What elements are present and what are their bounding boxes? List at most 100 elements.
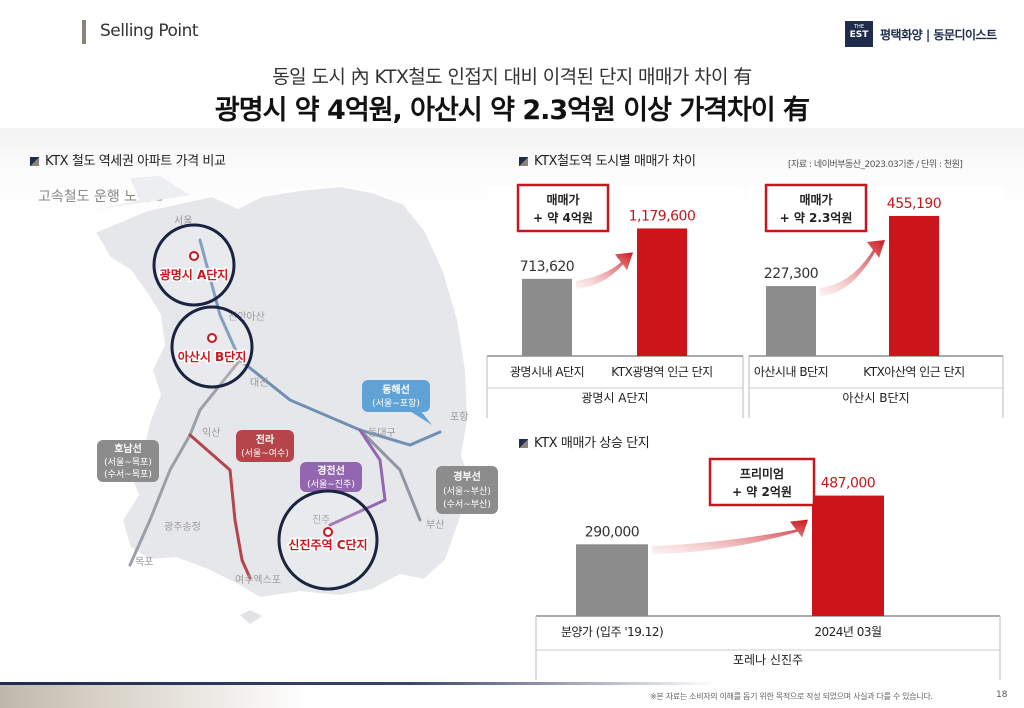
logo-big-text: EST: [849, 30, 869, 40]
page-number: 18: [996, 690, 1008, 700]
bar-ktx: [889, 215, 939, 356]
bar-value-label: 1,179,600: [629, 208, 696, 224]
city-label: 부산: [426, 519, 444, 531]
city-label: 광주송정: [164, 521, 201, 533]
callout-line1: 프리미엄: [740, 466, 784, 481]
city-labels: 서울 천안아산 대전 익산 광주송정 목포 여수엑스포 동대구 포항 부산 진주: [135, 215, 468, 586]
section-bullet-icon: [519, 439, 528, 448]
city-label: 진주: [312, 514, 330, 526]
footer-band: [0, 682, 1024, 708]
route-name: 동해선: [382, 383, 410, 396]
map-subtitle: 고속철도 운행 노선도: [38, 189, 163, 205]
route-desc: (서울~포항): [372, 398, 420, 409]
north-coast-shape: [95, 176, 190, 210]
gyeongbu-busan-route: [358, 428, 422, 522]
source-note: [자료 : 네이버부동산_2023.03기준 / 단위 : 천원]: [788, 160, 963, 170]
footer-disclaimer: ※본 자료는 소비자의 이해를 돕기 위한 목적으로 작성 되었으며 사실과 다…: [650, 692, 933, 701]
highlight-gwangmyeong: 광명시 A단지: [152, 223, 236, 307]
city-label: 여수엑스포: [235, 574, 281, 586]
rise-section-title-text: KTX 매매가 상승 단지: [534, 436, 650, 451]
group-label: 광명시 A단지: [581, 391, 648, 405]
route-desc: (서울~목포): [104, 457, 152, 468]
honam-route: [128, 358, 242, 567]
logo-small-text: THE: [854, 24, 864, 30]
category-label: KTX광명역 인근 단지: [611, 365, 712, 379]
bar-base: [522, 278, 572, 356]
map-landmass: [93, 176, 472, 624]
map-section-title-text: KTX 철도 역세권 아파트 가격 비교: [45, 154, 226, 169]
highlight-label: 광명시 A단지: [160, 267, 229, 282]
bar-value-label: 227,300: [764, 266, 818, 282]
bar-value-label: 713,620: [520, 259, 574, 275]
bar-ktx: [637, 228, 687, 356]
increase-arrow-icon: [820, 239, 885, 297]
route-box-donghae: 동해선 (서울~포항): [362, 380, 432, 425]
bar-value-label: 455,190: [887, 196, 941, 212]
bar-value-label: 290,000: [585, 524, 639, 540]
bar-value-label: 487,000: [821, 476, 875, 492]
route-desc: (수서~부산): [443, 499, 491, 510]
group-label: 포레나 신진주: [733, 653, 803, 667]
highlight-label: 신진주역 C단지: [288, 537, 367, 552]
category-label: 2024년 03월: [814, 625, 881, 639]
page-title-line1: 동일 도시 內 KTX철도 인접지 대비 이격된 단지 매매가 차이 有: [272, 66, 752, 88]
category-label: KTX아산역 인근 단지: [863, 365, 964, 379]
bar-base: [576, 544, 648, 616]
city-label: 포항: [450, 411, 468, 423]
highlight-jinju: 신진주역 C단지: [277, 489, 379, 591]
route-box-honam: 호남선 (서울~목포) (수서~목포): [97, 440, 159, 482]
route-box-jeolla: 전라 (서울~여수): [236, 430, 294, 462]
callout-line2: + 약 2억원: [732, 484, 792, 499]
header-label: Selling Point: [100, 21, 199, 41]
header-accent-bar: [82, 20, 86, 44]
callout-line2: + 약 2.3억원: [780, 210, 853, 225]
callout-line1: 매매가: [546, 192, 579, 207]
callout-line2: + 약 4억원: [533, 210, 593, 225]
city-label: 동대구: [368, 427, 396, 439]
city-label: 익산: [202, 427, 220, 439]
highlight-asan: 아산시 B단지: [170, 305, 254, 389]
section-bullet-icon: [30, 157, 39, 166]
section-bullet-icon: [519, 157, 528, 166]
bar-ktx: [812, 495, 884, 616]
callout-box: [516, 183, 610, 233]
route-name: 경전선: [317, 464, 345, 477]
page-title-line2: 광명시 약 4억원, 아산시 약 2.3억원 이상 가격차이 有: [214, 95, 810, 126]
increase-arrow-icon: [652, 519, 808, 555]
callout-line1: 매매가: [799, 192, 832, 207]
category-label: 아산시내 B단지: [754, 365, 828, 379]
city-label: 목포: [135, 556, 153, 568]
highlight-label: 아산시 B단지: [178, 349, 247, 364]
gyeongbu-donghae-route: [198, 238, 442, 447]
category-label: 분양가 (입주 '19.12): [561, 625, 663, 639]
island-shape: [240, 610, 262, 624]
route-desc: (서울~진주): [307, 479, 355, 490]
city-label: 대전: [250, 377, 268, 389]
city-label: 천안아산: [228, 311, 265, 323]
bar-base: [766, 286, 816, 356]
route-name: 경부선: [453, 470, 481, 483]
rise-section-title: KTX 매매가 상승 단지: [519, 432, 650, 451]
jeolla-route: [188, 433, 252, 580]
city-section-title: KTX철도역 도시별 매매가 차이: [519, 150, 696, 169]
increase-arrow-icon: [576, 252, 633, 289]
footer-line: [0, 682, 1024, 685]
route-name: 전라: [256, 433, 275, 446]
group-label: 아산시 B단지: [842, 391, 909, 405]
map-section-title: KTX 철도 역세권 아파트 가격 비교: [30, 150, 226, 169]
brand-logo: THE EST: [845, 21, 873, 47]
route-desc: (서울~여수): [241, 447, 289, 459]
city-section-title-text: KTX철도역 도시별 매매가 차이: [534, 154, 696, 169]
category-label: 광명시내 A단지: [510, 365, 584, 379]
rail-routes: [128, 238, 442, 580]
callout-box: [708, 457, 816, 507]
route-box-gyeongjeon: 경전선 (서울~진주): [300, 462, 362, 492]
brand-name: 평택화양 | 동문디이스트: [880, 28, 997, 42]
callout-box: [764, 183, 868, 233]
route-name: 호남선: [114, 442, 142, 455]
gyeongjeon-route: [328, 428, 387, 527]
route-desc: (수서~목포): [104, 469, 152, 480]
route-box-gyeongbu: 경부선 (서울~부산) (수서~부산): [436, 466, 498, 514]
